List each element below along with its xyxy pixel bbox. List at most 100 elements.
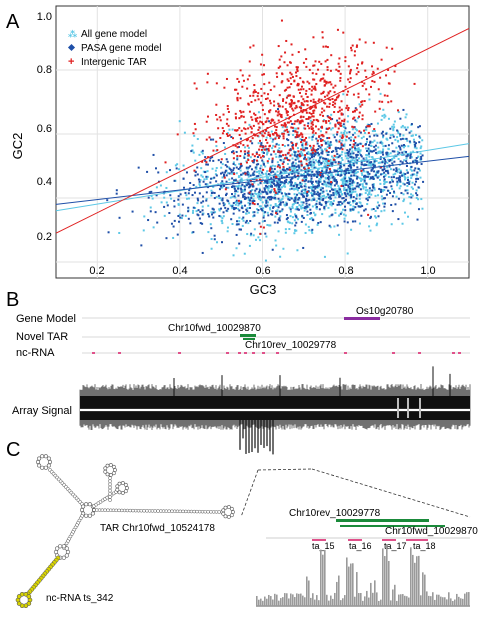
- data-point: [327, 193, 330, 196]
- data-point: [347, 160, 350, 163]
- data-point: [360, 179, 363, 182]
- data-point: [409, 168, 412, 171]
- data-point: [202, 180, 205, 183]
- data-point: [354, 136, 357, 139]
- data-point: [278, 135, 281, 138]
- data-point: [250, 131, 253, 134]
- data-point: [256, 155, 259, 158]
- data-point: [285, 126, 288, 129]
- data-point: [334, 146, 337, 149]
- data-point: [320, 162, 323, 165]
- data-point: [317, 120, 320, 123]
- data-point: [282, 185, 285, 188]
- data-point: [295, 162, 298, 165]
- data-point: [394, 172, 397, 175]
- data-point: [279, 155, 282, 158]
- nc-rna-feature: [178, 352, 181, 354]
- data-point: [375, 224, 378, 227]
- data-point: [296, 178, 299, 181]
- data-point: [188, 189, 191, 192]
- data-point: [362, 187, 365, 190]
- data-point: [280, 124, 283, 127]
- data-point: [232, 202, 235, 205]
- data-point: [404, 173, 407, 176]
- data-point: [225, 180, 228, 183]
- data-point: [201, 213, 204, 216]
- data-point: [216, 241, 219, 244]
- data-point: [364, 177, 367, 180]
- data-point: [239, 150, 242, 153]
- data-point: [305, 159, 308, 162]
- data-point: [261, 145, 264, 148]
- data-point: [316, 151, 319, 154]
- data-point: [260, 142, 263, 145]
- data-point: [269, 137, 272, 140]
- data-point: [317, 145, 320, 148]
- data-point: [364, 192, 367, 195]
- data-point: [271, 118, 274, 121]
- data-point: [365, 186, 368, 189]
- data-point: [257, 111, 260, 114]
- data-point: [204, 159, 207, 162]
- data-point: [266, 185, 269, 188]
- data-point: [305, 202, 308, 205]
- data-point: [259, 132, 262, 135]
- data-point: [381, 130, 384, 133]
- data-point: [332, 150, 335, 153]
- data-point: [379, 156, 382, 159]
- data-point: [265, 174, 268, 177]
- data-point: [246, 157, 249, 160]
- zoom-signal-bar: [394, 584, 396, 606]
- data-point: [332, 134, 335, 137]
- data-point: [342, 144, 345, 147]
- data-point: [303, 124, 306, 127]
- zoom-signal-bar: [348, 566, 350, 606]
- data-point: [106, 199, 109, 202]
- data-point: [228, 134, 231, 137]
- data-point: [360, 172, 363, 175]
- data-point: [297, 135, 300, 138]
- data-point: [339, 165, 342, 168]
- data-point: [413, 169, 416, 172]
- data-point: [307, 170, 310, 173]
- data-point: [355, 45, 358, 48]
- data-point: [326, 105, 329, 108]
- data-point: [296, 208, 299, 211]
- data-point: [289, 215, 292, 218]
- data-point: [392, 123, 395, 126]
- data-point: [219, 119, 222, 122]
- data-point: [301, 152, 304, 155]
- data-point: [355, 73, 358, 76]
- data-point: [349, 204, 352, 207]
- data-point: [402, 193, 405, 196]
- data-point: [373, 188, 376, 191]
- data-point: [282, 132, 285, 135]
- data-point: [152, 153, 155, 156]
- zoom-signal-bar: [446, 599, 448, 606]
- data-point: [263, 132, 266, 135]
- data-point: [279, 255, 282, 258]
- data-point: [243, 150, 246, 153]
- data-point: [330, 83, 333, 86]
- data-point: [287, 196, 290, 199]
- data-point: [268, 120, 271, 123]
- data-point: [221, 171, 224, 174]
- data-point: [343, 179, 346, 182]
- data-point: [327, 158, 330, 161]
- data-point: [414, 159, 417, 162]
- data-point: [350, 174, 353, 177]
- data-point: [351, 220, 354, 223]
- data-point: [269, 180, 272, 183]
- data-point: [351, 125, 354, 128]
- data-point: [345, 168, 348, 171]
- data-point: [373, 128, 376, 131]
- data-point: [235, 172, 238, 175]
- data-point: [189, 222, 192, 225]
- data-point: [321, 150, 324, 153]
- data-point: [196, 138, 199, 141]
- data-point: [272, 119, 275, 122]
- data-point: [368, 155, 371, 158]
- data-point: [272, 176, 275, 179]
- data-point: [310, 127, 313, 130]
- data-point: [232, 182, 235, 185]
